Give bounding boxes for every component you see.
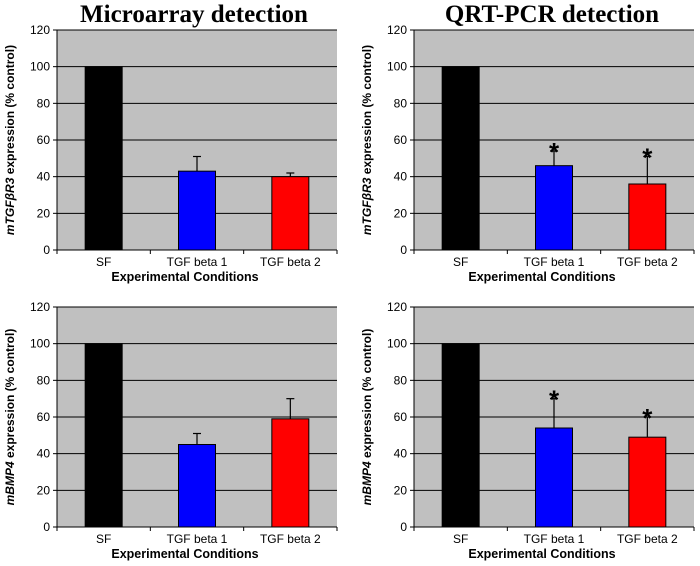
bar-tgf-beta-2: [628, 183, 667, 251]
y-axis-unit: expression (% control): [3, 329, 17, 462]
x-category-label: SF: [453, 532, 468, 546]
chart-qrtpcr-tgfbr3: 0 20 40 60 80 100 120 SF * TGF beta 1 * TGF beta 2E…: [360, 23, 695, 284]
significance-star: *: [642, 403, 653, 433]
significance-star: *: [549, 137, 560, 167]
bar-tgf-beta-1: [535, 165, 573, 251]
bar-tgf-beta-1: [178, 170, 216, 251]
bar-sf: [441, 66, 480, 251]
y-tick-label: 120: [387, 23, 407, 37]
bar-tgf-beta-2: [271, 418, 310, 528]
y-axis-title: mTGFβR3 expression (% control): [360, 45, 374, 235]
y-axis-title: mBMP4 expression (% control): [3, 329, 17, 506]
y-tick-label: 20: [37, 483, 51, 497]
chart-microarray-bmp4: 0 20 40 60 80 100 120 SF TGF beta 1 TGF beta 2Exp…: [3, 300, 338, 561]
bar-sf: [441, 343, 480, 528]
x-axis-title: Experimental Conditions: [111, 270, 258, 284]
x-category-label: SF: [96, 255, 111, 269]
y-tick-label: 0: [400, 243, 407, 257]
title-qrtpcr: QRT-PCR detection: [445, 1, 659, 28]
y-tick-label: 40: [394, 170, 408, 184]
y-tick-label: 100: [30, 337, 50, 351]
significance-star: *: [549, 385, 560, 415]
y-tick-label: 120: [30, 300, 50, 314]
x-category-label: TGF beta 1: [167, 255, 228, 269]
x-category-label: TGF beta 2: [617, 255, 678, 269]
y-tick-label: 60: [394, 410, 408, 424]
bar-sf: [84, 66, 123, 251]
bar-sf: [84, 343, 123, 528]
y-axis-unit: expression (% control): [3, 45, 17, 178]
y-tick-label: 0: [43, 243, 50, 257]
x-category-label: TGF beta 2: [617, 532, 678, 546]
y-axis-unit: expression (% control): [360, 329, 374, 462]
y-axis-gene-symbol: mTGFβR3: [360, 177, 374, 235]
y-tick-label: 60: [394, 133, 408, 147]
y-tick-label: 0: [43, 520, 50, 534]
x-category-label: TGF beta 1: [524, 532, 585, 546]
x-axis-title: Experimental Conditions: [468, 270, 615, 284]
y-tick-label: 120: [387, 300, 407, 314]
chart-microarray-tgfbr3: 0 20 40 60 80 100 120 SF TGF beta 1 TGF beta 2Exp…: [3, 23, 338, 284]
x-category-label: SF: [96, 532, 111, 546]
y-axis-gene-symbol: mBMP4: [3, 461, 17, 505]
y-tick-label: 80: [37, 96, 51, 110]
x-category-label: TGF beta 1: [524, 255, 585, 269]
y-tick-label: 60: [37, 133, 51, 147]
title-microarray: Microarray detection: [80, 1, 308, 28]
y-axis-unit: expression (% control): [360, 45, 374, 178]
y-tick-label: 80: [394, 373, 408, 387]
significance-star: *: [642, 143, 653, 173]
y-tick-label: 60: [37, 410, 51, 424]
bar-tgf-beta-1: [178, 444, 216, 528]
bar-tgf-beta-2: [628, 436, 667, 528]
x-category-label: SF: [453, 255, 468, 269]
y-tick-label: 20: [37, 206, 51, 220]
bar-tgf-beta-2: [271, 176, 310, 251]
x-axis-title: Experimental Conditions: [111, 547, 258, 561]
y-tick-label: 40: [37, 447, 51, 461]
y-axis-title: mBMP4 expression (% control): [360, 329, 374, 506]
x-category-label: TGF beta 2: [260, 255, 321, 269]
y-tick-label: 40: [37, 170, 51, 184]
bar-tgf-beta-1: [535, 427, 573, 528]
y-tick-label: 40: [394, 447, 408, 461]
x-axis-title: Experimental Conditions: [468, 547, 615, 561]
x-category-label: TGF beta 2: [260, 532, 321, 546]
chart-qrtpcr-bmp4: 0 20 40 60 80 100 120 SF * TGF beta 1 * TGF beta 2E…: [360, 300, 695, 561]
y-tick-label: 120: [30, 23, 50, 37]
y-tick-label: 0: [400, 520, 407, 534]
x-category-label: TGF beta 1: [167, 532, 228, 546]
y-axis-gene-symbol: mTGFβR3: [3, 177, 17, 235]
y-tick-label: 80: [394, 96, 408, 110]
y-axis-gene-symbol: mBMP4: [360, 461, 374, 505]
y-tick-label: 80: [37, 373, 51, 387]
y-tick-label: 100: [387, 337, 407, 351]
y-tick-label: 20: [394, 206, 408, 220]
y-tick-label: 100: [387, 60, 407, 74]
y-axis-title: mTGFβR3 expression (% control): [3, 45, 17, 235]
y-tick-label: 100: [30, 60, 50, 74]
y-tick-label: 20: [394, 483, 408, 497]
